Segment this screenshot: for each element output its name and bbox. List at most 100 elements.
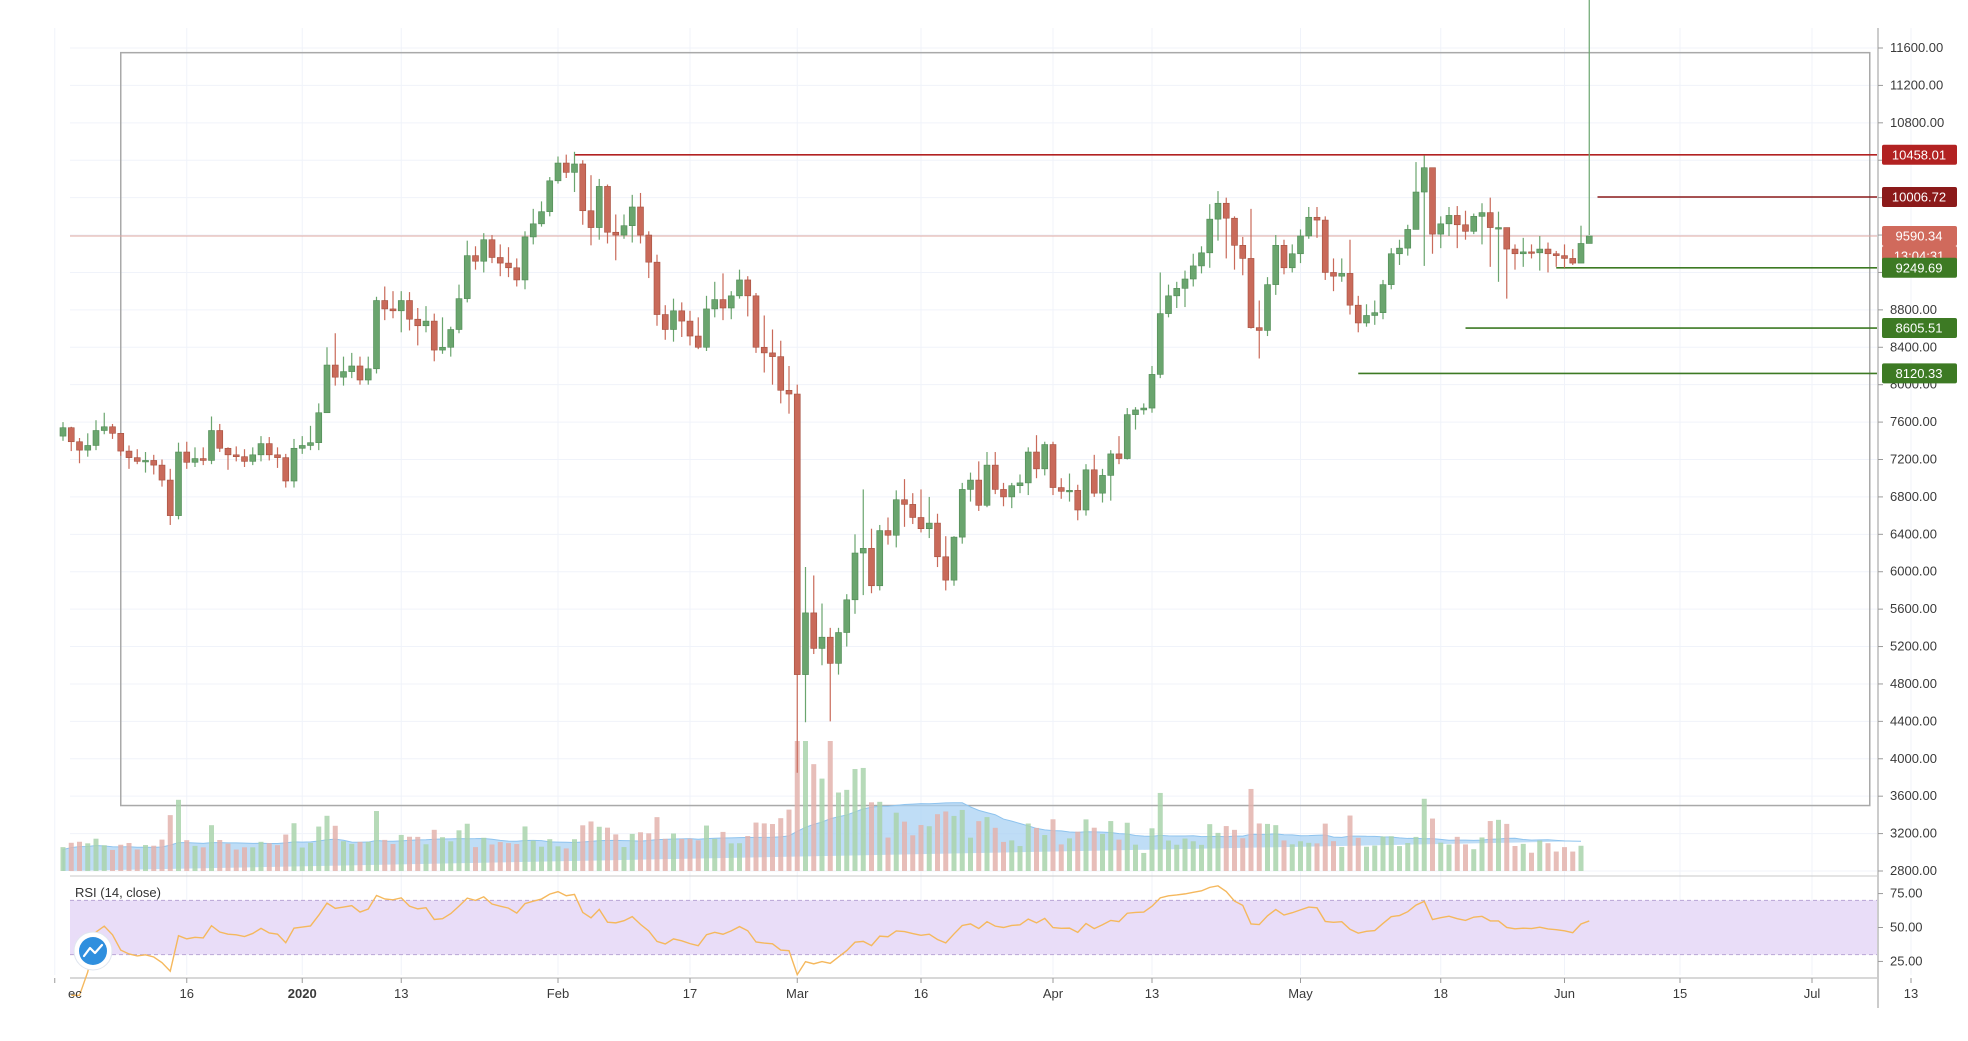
- candle[interactable]: [1462, 210, 1469, 240]
- candle[interactable]: [1470, 213, 1478, 235]
- candle[interactable]: [1288, 244, 1296, 273]
- candle[interactable]: [1396, 239, 1403, 265]
- candle[interactable]: [1445, 206, 1453, 236]
- candle[interactable]: [1000, 482, 1007, 507]
- candle[interactable]: [1486, 197, 1494, 267]
- candle[interactable]: [1057, 478, 1065, 499]
- candle[interactable]: [1305, 206, 1313, 239]
- candle[interactable]: [925, 496, 933, 539]
- candle[interactable]: [661, 305, 669, 340]
- candle[interactable]: [1569, 249, 1577, 265]
- candle[interactable]: [892, 490, 900, 548]
- candle[interactable]: [727, 291, 735, 320]
- candle[interactable]: [1148, 365, 1156, 413]
- candle[interactable]: [587, 175, 595, 246]
- candle[interactable]: [1206, 204, 1214, 268]
- candle[interactable]: [818, 603, 826, 666]
- candle[interactable]: [546, 177, 554, 217]
- candle[interactable]: [1239, 236, 1247, 276]
- candle[interactable]: [1090, 454, 1098, 497]
- candle[interactable]: [282, 453, 290, 488]
- candle[interactable]: [1049, 441, 1057, 496]
- candle[interactable]: [125, 445, 133, 469]
- candle[interactable]: [1272, 235, 1280, 295]
- candle[interactable]: [216, 423, 224, 453]
- candle[interactable]: [645, 231, 653, 279]
- candle[interactable]: [1495, 211, 1502, 282]
- candle[interactable]: [191, 447, 199, 467]
- candle[interactable]: [958, 482, 966, 544]
- candle[interactable]: [455, 284, 463, 334]
- candle[interactable]: [917, 489, 925, 533]
- candle[interactable]: [1321, 216, 1329, 280]
- candle[interactable]: [1544, 242, 1552, 273]
- candle[interactable]: [1478, 203, 1486, 245]
- candle[interactable]: [810, 575, 818, 655]
- candle[interactable]: [1198, 246, 1205, 274]
- candle[interactable]: [1255, 300, 1263, 359]
- candle[interactable]: [1354, 295, 1362, 333]
- candle[interactable]: [793, 384, 801, 773]
- range-rectangle[interactable]: [120, 51, 1871, 807]
- candle[interactable]: [1066, 473, 1073, 502]
- candle[interactable]: [620, 214, 628, 239]
- candle[interactable]: [183, 441, 191, 469]
- candle[interactable]: [472, 246, 479, 270]
- candle[interactable]: [1577, 225, 1585, 264]
- candle[interactable]: [1346, 239, 1354, 315]
- candle[interactable]: [909, 493, 917, 525]
- candle[interactable]: [571, 151, 578, 193]
- candle[interactable]: [265, 437, 273, 461]
- candle[interactable]: [1503, 227, 1511, 299]
- candle[interactable]: [1132, 407, 1139, 430]
- candle[interactable]: [744, 276, 752, 317]
- candle[interactable]: [323, 347, 331, 414]
- candle[interactable]: [1173, 281, 1181, 308]
- candle[interactable]: [109, 423, 116, 439]
- candle[interactable]: [1412, 162, 1420, 230]
- candle[interactable]: [1115, 436, 1123, 465]
- candle[interactable]: [538, 201, 545, 227]
- candle[interactable]: [1074, 484, 1082, 521]
- candle[interactable]: [150, 454, 158, 475]
- candle[interactable]: [59, 422, 67, 441]
- candle[interactable]: [859, 489, 867, 596]
- candle[interactable]: [274, 447, 281, 468]
- candle[interactable]: [884, 517, 892, 545]
- candle[interactable]: [562, 154, 570, 178]
- candle[interactable]: [826, 627, 834, 722]
- candle[interactable]: [199, 447, 207, 466]
- candle[interactable]: [653, 254, 661, 326]
- candle[interactable]: [1189, 253, 1197, 287]
- candle[interactable]: [1033, 435, 1040, 479]
- candle[interactable]: [843, 594, 851, 647]
- candle[interactable]: [1181, 270, 1189, 308]
- candle[interactable]: [521, 231, 529, 290]
- candle[interactable]: [397, 291, 405, 333]
- candle[interactable]: [1156, 272, 1164, 379]
- candle[interactable]: [158, 459, 166, 487]
- candle[interactable]: [257, 436, 265, 462]
- candle[interactable]: [942, 536, 950, 591]
- candle[interactable]: [1585, 0, 1593, 244]
- candle[interactable]: [1165, 284, 1172, 318]
- candle[interactable]: [736, 269, 743, 299]
- candle[interactable]: [1231, 216, 1238, 270]
- candle[interactable]: [1082, 464, 1090, 516]
- candle[interactable]: [628, 194, 636, 243]
- candle[interactable]: [1247, 208, 1255, 329]
- candle[interactable]: [604, 184, 611, 244]
- candle[interactable]: [967, 472, 974, 502]
- candle[interactable]: [802, 567, 809, 723]
- candle[interactable]: [579, 160, 587, 225]
- candle[interactable]: [142, 452, 149, 473]
- candle[interactable]: [249, 447, 257, 466]
- candle[interactable]: [406, 292, 413, 331]
- candle[interactable]: [1280, 239, 1288, 275]
- candle[interactable]: [769, 329, 776, 385]
- candle[interactable]: [670, 298, 677, 342]
- candle[interactable]: [439, 317, 446, 354]
- candle[interactable]: [422, 306, 430, 333]
- rsi-line[interactable]: [71, 885, 1590, 997]
- candle[interactable]: [1338, 258, 1346, 282]
